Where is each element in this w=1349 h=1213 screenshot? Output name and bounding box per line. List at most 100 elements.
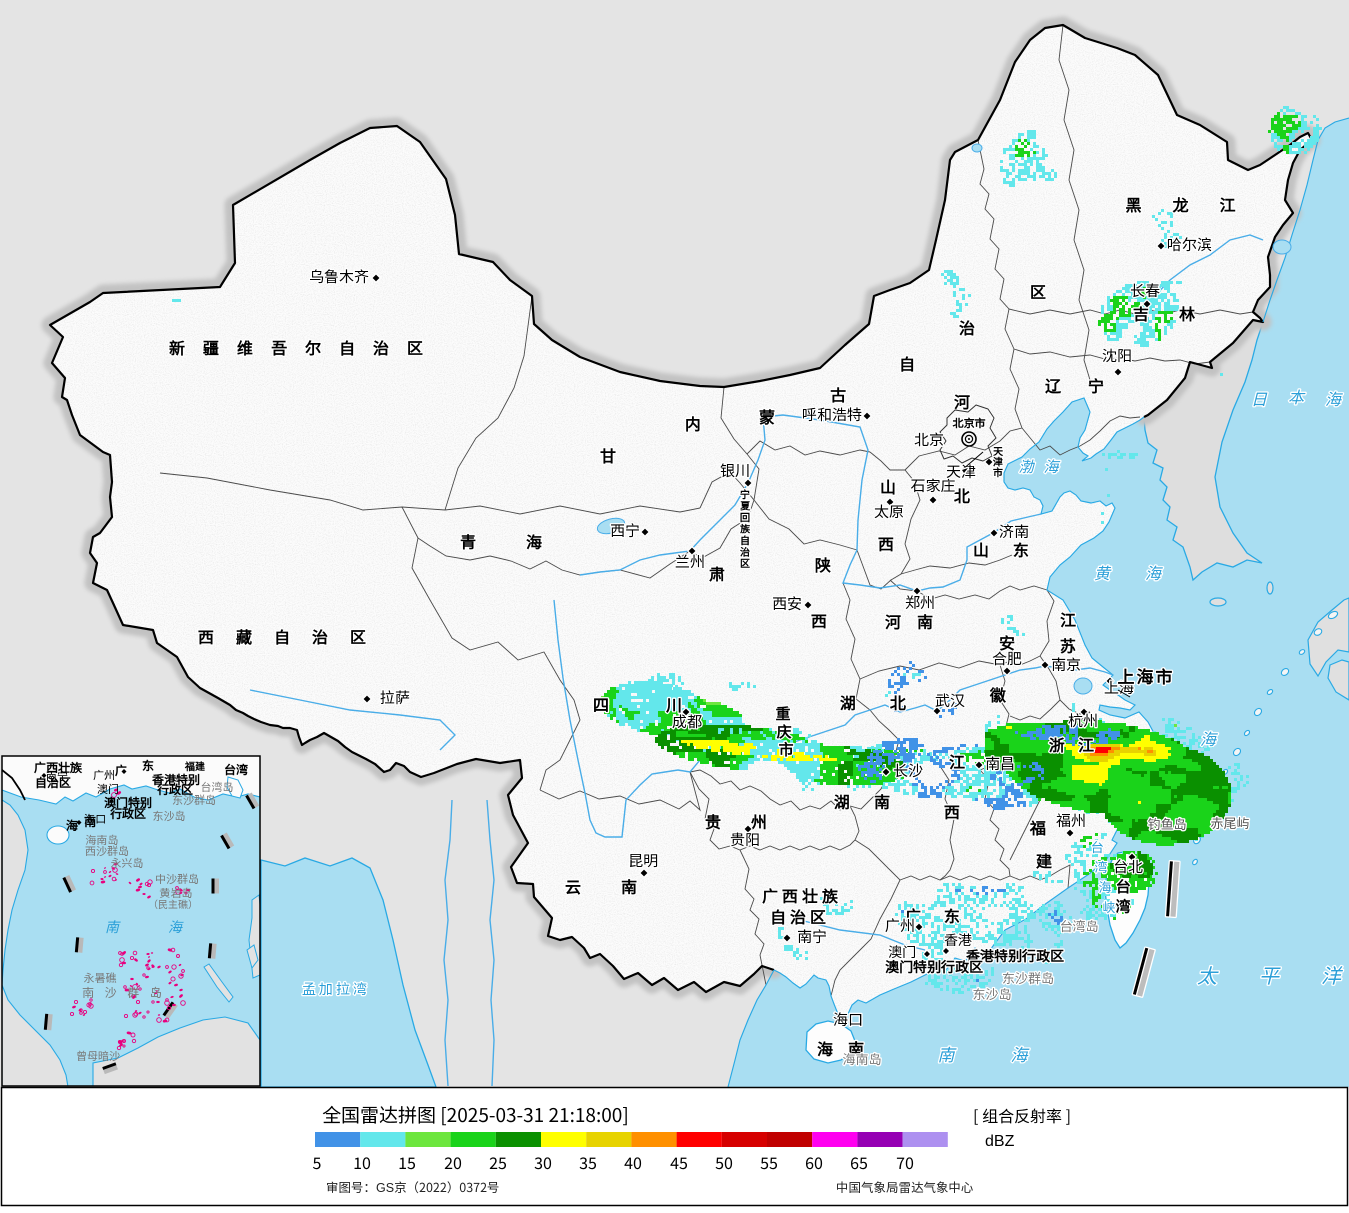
svg-text:北京市: 北京市 <box>952 415 986 431</box>
svg-text:湖南: 湖南 <box>834 789 914 813</box>
svg-text:安: 安 <box>999 630 1015 654</box>
svg-text:北京: 北京 <box>914 429 944 450</box>
svg-text:治: 治 <box>958 315 975 339</box>
svg-text:呼和浩特: 呼和浩特 <box>802 404 862 425</box>
svg-text:海南岛: 海南岛 <box>842 1049 881 1068</box>
svg-text:60: 60 <box>805 1150 823 1174</box>
svg-text:回: 回 <box>740 509 750 524</box>
svg-text:dBZ: dBZ <box>985 1127 1015 1151</box>
svg-text:东沙岛: 东沙岛 <box>972 984 1011 1003</box>
svg-text:山东: 山东 <box>973 537 1053 561</box>
svg-text:35: 35 <box>579 1150 597 1174</box>
svg-text:甘: 甘 <box>600 443 616 467</box>
svg-text:赤尾屿: 赤尾屿 <box>1210 813 1249 832</box>
svg-text:长沙: 长沙 <box>893 760 923 781</box>
svg-text:四川: 四川 <box>593 692 739 716</box>
svg-text:中沙群岛: 中沙群岛 <box>155 871 199 887</box>
svg-text:族: 族 <box>740 521 751 536</box>
svg-text:太原: 太原 <box>874 501 904 522</box>
svg-text:澳门: 澳门 <box>97 781 119 797</box>
svg-text:南 沙 群 岛: 南 沙 群 岛 <box>82 984 166 1001</box>
svg-text:台湾岛: 台湾岛 <box>201 779 234 795</box>
svg-text:济南: 济南 <box>999 521 1029 542</box>
svg-text:50: 50 <box>715 1150 733 1174</box>
svg-text:永暑礁: 永暑礁 <box>84 970 117 986</box>
svg-text:自治区: 自治区 <box>35 774 71 791</box>
svg-text:区: 区 <box>1030 279 1046 303</box>
svg-text:曾母暗沙: 曾母暗沙 <box>76 1048 120 1064</box>
svg-text:古: 古 <box>830 382 846 406</box>
svg-text:广东: 广东 <box>905 903 983 927</box>
svg-text:中国气象局雷达气象中心: 中国气象局雷达气象中心 <box>836 1177 974 1196</box>
svg-text:钓鱼岛: 钓鱼岛 <box>1147 814 1186 833</box>
svg-text:银川: 银川 <box>720 460 750 481</box>
svg-text:肃: 肃 <box>709 561 725 585</box>
svg-text:西安: 西安 <box>772 593 802 614</box>
svg-text:山: 山 <box>880 474 896 498</box>
svg-text:上海市: 上海市 <box>1118 663 1175 688</box>
svg-text:西藏自治区: 西藏自治区 <box>198 624 388 648</box>
svg-text:广州: 广州 <box>93 767 115 783</box>
svg-text:长春: 长春 <box>1130 280 1160 301</box>
svg-text:全国雷达拼图 [2025-03-31 21:18:00]: 全国雷达拼图 [2025-03-31 21:18:00] <box>322 1101 629 1128</box>
svg-text:海口: 海口 <box>84 811 106 827</box>
svg-text:天: 天 <box>993 443 1004 458</box>
svg-text:湾: 湾 <box>1115 896 1130 917</box>
svg-text:广州: 广州 <box>885 915 915 936</box>
svg-text:西: 西 <box>878 531 894 555</box>
svg-text:日: 日 <box>1251 386 1268 410</box>
svg-text:昆明: 昆明 <box>628 850 658 871</box>
svg-text:香港特别: 香港特别 <box>152 771 200 788</box>
svg-text:渤: 渤 <box>1018 456 1035 477</box>
svg-text:内: 内 <box>685 411 701 435</box>
svg-text:乌鲁木齐: 乌鲁木齐 <box>309 266 369 287</box>
svg-text:海: 海 <box>1145 560 1163 584</box>
svg-text:海: 海 <box>1043 456 1060 477</box>
svg-text:杭州: 杭州 <box>1068 710 1098 731</box>
svg-text:福: 福 <box>1029 815 1046 839</box>
svg-text:40: 40 <box>624 1150 642 1174</box>
svg-text:广: 广 <box>114 762 127 779</box>
svg-text:（民主礁）: （民主礁） <box>148 896 198 911</box>
svg-text:台: 台 <box>1115 876 1130 897</box>
svg-text:郑州: 郑州 <box>905 592 935 613</box>
svg-text:南宁: 南宁 <box>46 768 68 784</box>
svg-text:区: 区 <box>740 555 750 570</box>
svg-text:孟加拉湾: 孟加拉湾 <box>302 979 370 999</box>
svg-text:江: 江 <box>949 749 965 773</box>
svg-text:台湾: 台湾 <box>224 761 248 778</box>
svg-text:自: 自 <box>740 532 750 547</box>
svg-text:新疆维吾尔自治区: 新疆维吾尔自治区 <box>169 335 441 359</box>
svg-text:辽宁: 辽宁 <box>1045 373 1131 397</box>
svg-text:福州: 福州 <box>1056 810 1086 831</box>
svg-text:市: 市 <box>992 464 1003 479</box>
svg-text:自: 自 <box>899 351 915 375</box>
svg-text:吉林: 吉林 <box>1133 301 1225 325</box>
svg-text:贵州: 贵州 <box>705 809 797 833</box>
svg-text:45: 45 <box>670 1150 688 1174</box>
svg-text:东: 东 <box>142 757 154 774</box>
svg-text:湾: 湾 <box>1094 857 1107 876</box>
svg-text:拉萨: 拉萨 <box>380 687 410 708</box>
svg-text:海: 海 <box>1200 726 1218 750</box>
svg-text:澳门特别: 澳门特别 <box>103 794 152 811</box>
svg-text:黑龙江: 黑龙江 <box>1125 192 1266 216</box>
svg-text:西: 西 <box>944 799 960 823</box>
svg-text:天津: 天津 <box>946 461 976 482</box>
svg-text:南: 南 <box>938 1041 958 1066</box>
svg-text:河南: 河南 <box>884 609 949 633</box>
svg-text:河: 河 <box>953 389 970 413</box>
svg-text:平: 平 <box>1259 960 1281 989</box>
svg-text:25: 25 <box>489 1150 507 1174</box>
svg-text:武汉: 武汉 <box>935 690 965 711</box>
svg-text:[ 组合反射率 ]: [ 组合反射率 ] <box>973 1103 1071 1127</box>
svg-text:青海: 青海 <box>460 529 592 553</box>
svg-text:台北: 台北 <box>1113 856 1144 877</box>
svg-text:香港: 香港 <box>944 930 972 950</box>
svg-text:贵阳: 贵阳 <box>730 829 760 850</box>
svg-text:65: 65 <box>850 1150 868 1174</box>
svg-text:江: 江 <box>1060 607 1076 631</box>
svg-text:20: 20 <box>444 1150 462 1174</box>
svg-text:本: 本 <box>1288 384 1306 408</box>
svg-text:蒙: 蒙 <box>759 404 776 428</box>
